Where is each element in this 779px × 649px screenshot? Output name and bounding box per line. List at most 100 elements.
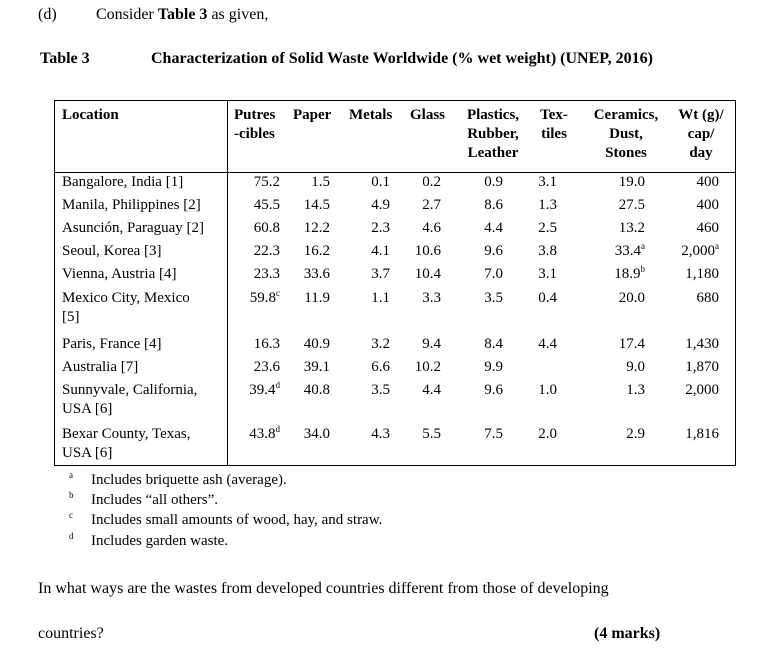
metals-cell: 3.7 xyxy=(371,266,390,282)
footnote-mark: d xyxy=(69,531,74,541)
plastics-cell: 9.9 xyxy=(484,359,503,375)
wt-cell: 1,870 xyxy=(685,359,719,375)
question-intro: Consider Table 3 as given, xyxy=(96,6,269,23)
putres-cell: 59.8c xyxy=(249,288,280,307)
paper-cell: 40.8 xyxy=(303,382,330,398)
ceramics-cell: 27.5 xyxy=(618,197,645,213)
metals-cell: 4.3 xyxy=(371,426,390,442)
ceramics-cell: 1.3 xyxy=(626,382,645,398)
header-metals: Metals xyxy=(349,107,393,123)
metals-cell: 1.1 xyxy=(371,290,390,306)
header-plastics: Plastics, Rubber, Leather xyxy=(466,107,520,161)
paper-cell: 14.5 xyxy=(303,197,330,213)
location-cell: Bexar County, Texas, USA [6] xyxy=(62,426,191,461)
putres-cell: 43.8d xyxy=(249,424,280,443)
putres-cell: 16.3 xyxy=(253,336,280,352)
header-ceramics: Ceramics, Dust, Stones xyxy=(593,107,659,161)
textiles-cell: 1.0 xyxy=(538,382,557,398)
paper-cell: 40.9 xyxy=(303,336,330,352)
header-textiles: Tex-tiles xyxy=(540,107,568,142)
ceramics-cell: 33.4a xyxy=(614,241,645,260)
ceramics-cell: 9.0 xyxy=(626,359,645,375)
plastics-cell: 9.6 xyxy=(484,382,503,398)
header-divider xyxy=(55,172,735,173)
glass-cell: 10.4 xyxy=(414,266,441,282)
paper-cell: 11.9 xyxy=(304,290,330,306)
wt-cell: 1,180 xyxy=(685,266,719,282)
glass-cell: 0.2 xyxy=(422,174,441,190)
table-title: Characterization of Solid Waste Worldwid… xyxy=(151,50,653,67)
question-text-continued: countries? xyxy=(38,625,104,642)
putres-cell: 23.6 xyxy=(253,359,280,375)
ceramics-cell: 20.0 xyxy=(618,290,645,306)
location-cell: Mexico City, Mexico [5] xyxy=(62,290,190,325)
location-cell: Vienna, Austria [4] xyxy=(62,266,177,282)
footnote-text: Includes garden waste. xyxy=(91,533,229,549)
putres-cell: 39.4d xyxy=(249,380,280,399)
question-label: (d) xyxy=(38,6,57,23)
metals-cell: 4.1 xyxy=(371,243,390,259)
textiles-cell: 3.1 xyxy=(538,266,557,282)
metals-cell: 4.9 xyxy=(371,197,390,213)
wt-cell: 2,000a xyxy=(681,241,719,260)
wt-cell: 680 xyxy=(696,290,720,306)
metals-cell: 2.3 xyxy=(371,220,390,236)
plastics-cell: 0.9 xyxy=(484,174,503,190)
paper-cell: 1.5 xyxy=(311,174,330,190)
wt-cell: 400 xyxy=(696,197,720,213)
putres-cell: 75.2 xyxy=(253,174,280,190)
plastics-cell: 4.4 xyxy=(484,220,503,236)
putres-cell: 22.3 xyxy=(253,243,280,259)
wt-cell: 460 xyxy=(696,220,720,236)
glass-cell: 3.3 xyxy=(422,290,441,306)
footnote-mark: c xyxy=(69,510,73,520)
table-label: Table 3 xyxy=(40,50,90,67)
ceramics-cell: 19.0 xyxy=(618,174,645,190)
metals-cell: 3.5 xyxy=(371,382,390,398)
footnote-mark: a xyxy=(69,470,73,480)
plastics-cell: 3.5 xyxy=(484,290,503,306)
wt-cell: 1,816 xyxy=(685,426,719,442)
marks-label: (4 marks) xyxy=(594,625,661,642)
metals-cell: 0.1 xyxy=(371,174,390,190)
wt-cell: 2,000 xyxy=(685,382,719,398)
textiles-cell: 3.1 xyxy=(538,174,557,190)
ceramics-cell: 2.9 xyxy=(626,426,645,442)
glass-cell: 9.4 xyxy=(422,336,441,352)
glass-cell: 10.2 xyxy=(414,359,441,375)
metals-cell: 3.2 xyxy=(371,336,390,352)
plastics-cell: 7.5 xyxy=(484,426,503,442)
plastics-cell: 7.0 xyxy=(484,266,503,282)
glass-cell: 10.6 xyxy=(414,243,441,259)
glass-cell: 2.7 xyxy=(422,197,441,213)
header-paper: Paper xyxy=(293,107,332,123)
plastics-cell: 8.6 xyxy=(484,197,503,213)
location-cell: Manila, Philippines [2] xyxy=(62,197,201,213)
metals-cell: 6.6 xyxy=(371,359,390,375)
paper-cell: 33.6 xyxy=(303,266,330,282)
location-cell: Australia [7] xyxy=(62,359,139,375)
footnote-text: Includes small amounts of wood, hay, and… xyxy=(91,512,383,528)
header-weight: Wt (g)/cap/day xyxy=(678,107,724,161)
location-cell: Asunción, Paraguay [2] xyxy=(62,220,205,236)
glass-cell: 5.5 xyxy=(422,426,441,442)
footnote-text: Includes briquette ash (average). xyxy=(91,472,287,488)
header-location: Location xyxy=(62,107,119,123)
ceramics-cell: 13.2 xyxy=(618,220,645,236)
location-column-divider xyxy=(227,101,228,465)
putres-cell: 60.8 xyxy=(253,220,280,236)
textiles-cell: 3.8 xyxy=(538,243,557,259)
location-cell: Seoul, Korea [3] xyxy=(62,243,162,259)
waste-table: Location Putres -cibles Paper Metals Glas… xyxy=(54,100,736,466)
question-text: In what ways are the wastes from develop… xyxy=(38,580,609,597)
ceramics-cell: 17.4 xyxy=(618,336,645,352)
textiles-cell: 2.5 xyxy=(538,220,557,236)
location-cell: Bangalore, India [1] xyxy=(62,174,184,190)
glass-cell: 4.4 xyxy=(422,382,441,398)
textiles-cell: 4.4 xyxy=(538,336,557,352)
paper-cell: 12.2 xyxy=(303,220,330,236)
location-cell: Paris, France [4] xyxy=(62,336,162,352)
wt-cell: 1,430 xyxy=(685,336,719,352)
textiles-cell: 2.0 xyxy=(538,426,557,442)
paper-cell: 34.0 xyxy=(303,426,330,442)
